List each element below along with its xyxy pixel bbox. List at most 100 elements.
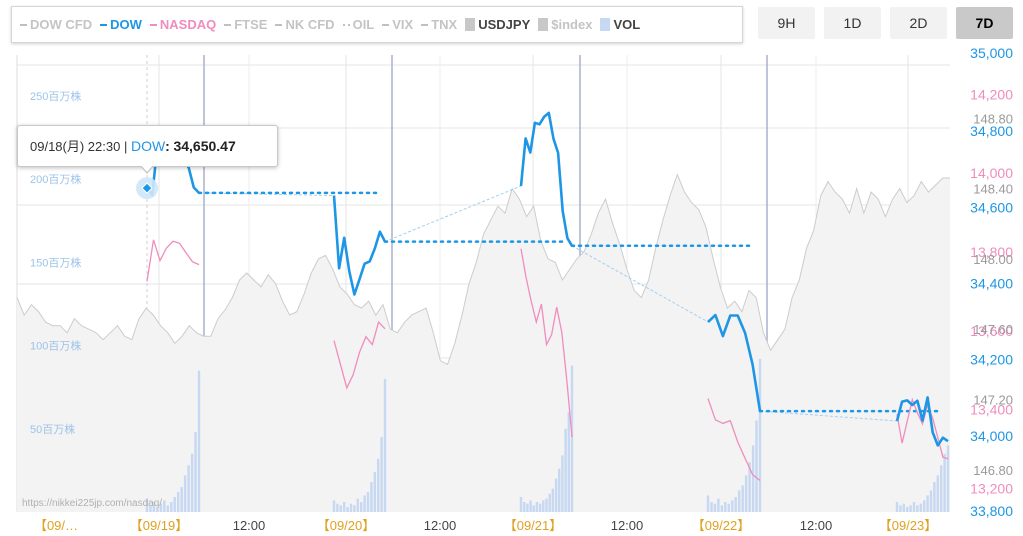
tooltip-sep: : [165, 138, 170, 154]
legend-swatch-icon [20, 23, 27, 26]
volume-bar [149, 505, 152, 512]
volume-bar [346, 507, 349, 512]
range-button-9h[interactable]: 9H [758, 7, 815, 39]
tooltip: 09/18(月) 22:30 | DOW: 34,650.47 [17, 125, 278, 167]
tooltip-value: 34,650.47 [173, 138, 236, 154]
volume-bar [545, 498, 548, 512]
legend-item-nkcfd[interactable]: NK CFD [275, 17, 335, 32]
volume-bar [738, 490, 741, 512]
nasdaq-line [333, 320, 386, 390]
legend-item-oil[interactable]: OIL [342, 17, 375, 32]
volume-bar [180, 487, 183, 512]
volume-bar [564, 428, 567, 512]
volume-bar [734, 497, 737, 512]
volume-bar [570, 365, 574, 512]
usdjpy-line [16, 173, 950, 366]
usdjpy-axis-label: 148.40 [973, 182, 1013, 197]
volume-bar [332, 500, 336, 512]
x-axis-label: 12:00 [424, 518, 457, 533]
legend-label: FTSE [234, 17, 268, 32]
dow-axis-label: 35,000 [970, 45, 1013, 61]
volume-bar [909, 505, 912, 512]
x-axis-label: 【09/21】 [504, 518, 563, 533]
legend-swatch-icon [465, 18, 476, 31]
dow-axis-label: 34,800 [970, 123, 1013, 139]
volume-bar [558, 468, 561, 512]
legend-label: DOW [110, 17, 142, 32]
legend-label: VOL [613, 17, 641, 32]
nasdaq-line [146, 239, 200, 282]
range-button-2d[interactable]: 2D [890, 7, 947, 39]
volume-bar [526, 503, 529, 512]
volume-bar [731, 500, 734, 512]
legend-swatch-icon [224, 23, 232, 26]
volume-bar [946, 445, 950, 512]
usdjpy-axis-label: 147.20 [973, 393, 1013, 408]
legend-item-dow[interactable]: DOW [100, 17, 142, 32]
x-axis-label: 【09/23】 [879, 518, 938, 533]
volume-bar [916, 505, 919, 512]
volume-bar [748, 462, 751, 512]
volume-bar [538, 503, 542, 512]
volume-bar [906, 507, 909, 512]
legend-swatch-icon [149, 23, 157, 26]
dow-axis-label: 34,000 [970, 428, 1013, 444]
usdjpy-axis-label: 147.60 [973, 322, 1013, 337]
legend-item-tnx[interactable]: TNX [421, 17, 457, 32]
volume-bar [370, 482, 373, 512]
dow-axis-label: 33,800 [970, 503, 1013, 519]
volume-bar [519, 497, 523, 512]
volume-bar [724, 502, 727, 512]
dow-line [332, 195, 387, 296]
legend-item-vol[interactable]: VOL [600, 17, 640, 32]
volume-bar [744, 475, 748, 512]
volume-bar [190, 453, 194, 512]
usdjpy-axis-label: 148.00 [973, 252, 1013, 267]
volume-bar [727, 503, 730, 512]
range-selector: 9H 1D 2D 7D [758, 7, 1022, 39]
legend-item-dowcfd[interactable]: DOW CFD [20, 17, 92, 32]
dow-line [707, 313, 762, 412]
volume-bar [532, 505, 535, 512]
dow-line [895, 396, 949, 447]
x-axis-label: 12:00 [800, 518, 833, 533]
volume-bar [899, 505, 902, 512]
volume-bar [166, 505, 169, 512]
range-button-7d[interactable]: 7D [956, 7, 1013, 39]
legend-item-ftse[interactable]: FTSE [224, 17, 267, 32]
legend-label: OIL [352, 17, 375, 32]
volume-bar [548, 493, 551, 512]
volume-bar [929, 490, 933, 512]
volume-axis-label: 150百万株 [30, 255, 81, 269]
dow-line [519, 111, 574, 247]
nasdaq-axis-label: 13,200 [970, 480, 1013, 496]
volume-bar [523, 502, 526, 512]
dow-axis-label: 34,200 [970, 352, 1013, 368]
watermark: https://nikkei225jp.com/nasdaq/ [22, 498, 163, 509]
legend-item-usdjpy[interactable]: USDJPY [465, 17, 530, 32]
volume-bar [717, 498, 720, 512]
session-connector [384, 185, 522, 243]
x-axis-label: 【09/… [34, 518, 78, 533]
x-axis-label: 【09/19】 [130, 518, 189, 533]
volume-bar [710, 502, 713, 512]
volume-bar [561, 455, 564, 512]
volume-bar [933, 482, 936, 512]
legend-item-index[interactable]: $index [538, 17, 592, 32]
dow-axis-label: 34,600 [970, 199, 1013, 215]
nasdaq-axis-label: 14,000 [970, 165, 1013, 181]
range-button-1d[interactable]: 1D [824, 7, 881, 39]
volume-bar [363, 495, 366, 512]
volume-bar [758, 358, 762, 512]
volume-bar [173, 497, 176, 512]
legend-item-nasdaq[interactable]: NASDAQ [149, 17, 217, 32]
volume-bar [936, 475, 939, 512]
legend-label: NASDAQ [159, 17, 217, 32]
volume-bar [194, 432, 197, 512]
volume-bar [895, 502, 899, 512]
volume-bar [542, 500, 545, 512]
tooltip-time: 09/18(月) 22:30 | [30, 139, 128, 154]
volume-bar [159, 503, 163, 512]
legend-item-vix[interactable]: VIX [382, 17, 413, 32]
